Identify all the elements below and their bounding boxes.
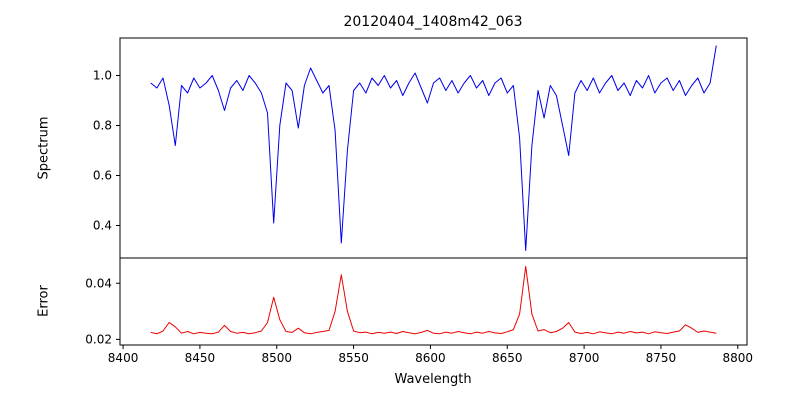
y-tick-label: 0.02 <box>85 332 112 346</box>
x-tick-label: 8500 <box>261 351 292 365</box>
y-tick-label: 1.0 <box>93 69 112 83</box>
x-tick-label: 8400 <box>108 351 139 365</box>
y-tick-label: 0.6 <box>93 169 112 183</box>
panel-border <box>119 37 748 259</box>
y-tick-label: 0.04 <box>85 276 112 290</box>
error-line <box>150 265 717 335</box>
x-tick-label: 8450 <box>185 351 216 365</box>
x-tick-label: 8800 <box>723 351 754 365</box>
chart-title: 20120404_1408m42_063 <box>343 14 523 30</box>
y-tick-label: 0.8 <box>93 119 112 133</box>
spectrum-line <box>150 45 717 251</box>
x-tick-label: 8650 <box>492 351 523 365</box>
y-tick-label: 0.4 <box>93 219 112 233</box>
x-tick-label: 8600 <box>415 351 446 365</box>
panel-border <box>119 257 748 346</box>
x-tick-label: 8700 <box>569 351 600 365</box>
x-axis-label: Wavelength <box>394 372 472 387</box>
x-tick-label: 8750 <box>646 351 677 365</box>
x-tick-label: 8550 <box>338 351 369 365</box>
y-axis-label-error: Error <box>36 285 52 317</box>
y-axis-label-spectrum: Spectrum <box>36 116 52 180</box>
